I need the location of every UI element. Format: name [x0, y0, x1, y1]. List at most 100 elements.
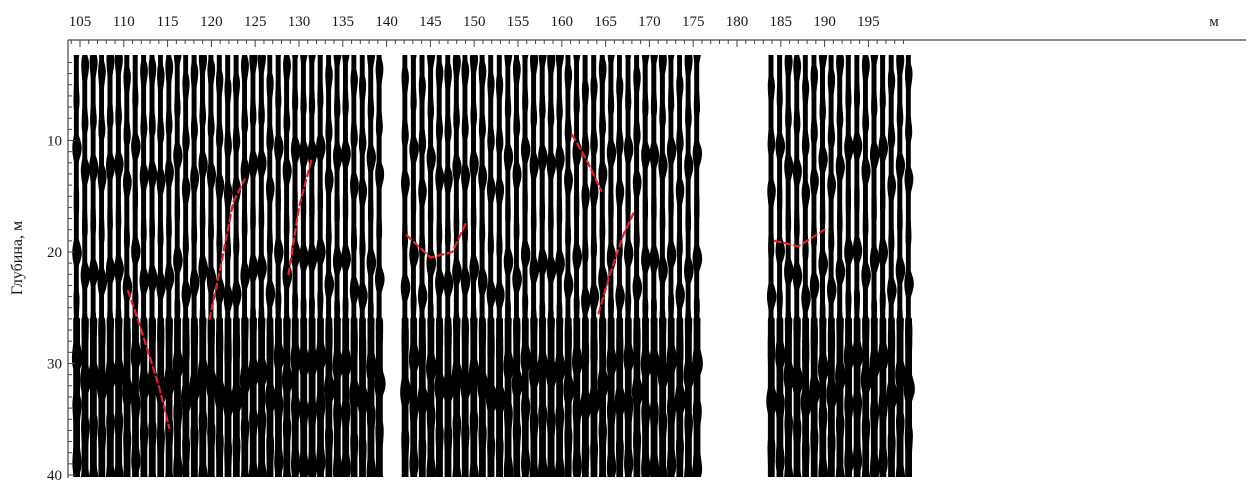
x-tick-label: 195 [857, 14, 880, 30]
seismic-trace [223, 55, 235, 477]
seismic-trace [589, 55, 601, 477]
seismic-trace [666, 55, 678, 477]
horizon-line [773, 228, 826, 248]
seismic-trace [546, 55, 558, 477]
x-tick-label: 165 [594, 14, 617, 30]
seismic-trace [800, 55, 812, 477]
seismic-trace [631, 55, 644, 477]
x-tick-label: 130 [288, 14, 311, 30]
horizon-line [208, 178, 246, 320]
seismic-trace [783, 55, 795, 477]
horizon-line [287, 156, 314, 276]
seismic-trace [477, 55, 489, 477]
x-tick-label: 190 [813, 14, 836, 30]
seismic-trace [572, 55, 583, 477]
seismic-trace [486, 55, 498, 477]
x-tick-label: 125 [244, 14, 267, 30]
seismic-trace [290, 55, 302, 477]
seismic-trace [826, 55, 838, 477]
seismic-trace [332, 55, 344, 477]
seismic-trace [903, 55, 915, 477]
seismic-trace [869, 55, 881, 477]
seismic-trace [71, 55, 83, 477]
seismic-trace [809, 55, 821, 477]
y-tick-label: 10 [47, 134, 62, 150]
seismic-trace [451, 55, 463, 477]
seismic-trace [323, 55, 336, 477]
horizon-line [405, 223, 467, 259]
x-tick-label: 185 [770, 14, 793, 30]
seismic-trace [181, 55, 193, 477]
seismic-trace [503, 55, 515, 477]
seismic-trace [206, 55, 218, 477]
x-tick-label: 140 [375, 14, 398, 30]
seismic-trace [138, 55, 151, 477]
seismic-trace [239, 55, 251, 477]
seismic-trace [172, 55, 184, 477]
seismic-trace [683, 55, 695, 477]
x-tick-label: 120 [200, 14, 223, 30]
seismic-trace [692, 55, 703, 477]
seismic-trace [852, 55, 863, 477]
x-tick-label: 150 [463, 14, 486, 30]
seismic-trace [860, 55, 872, 477]
x-unit-label: м [1209, 14, 1219, 30]
y-axis-title: Глубина, м [9, 221, 26, 295]
seismic-trace [400, 55, 412, 477]
seismic-trace [597, 55, 609, 477]
seismic-trace [520, 55, 532, 477]
seismic-trace [315, 55, 327, 477]
seismic-trace [80, 55, 92, 477]
seismic-trace [640, 55, 652, 477]
seismic-trace [96, 55, 108, 477]
seismic-trace [113, 55, 125, 477]
x-tick-label: 145 [419, 14, 442, 30]
seismic-trace [895, 55, 907, 477]
seismic-trace [529, 55, 540, 477]
seismic-trace [563, 55, 575, 477]
seismic-trace [843, 55, 855, 477]
y-tick-label: 30 [47, 357, 62, 373]
seismic-trace [606, 55, 617, 477]
seismic-trace [434, 55, 446, 477]
seismic-trace [580, 55, 592, 477]
seismic-trace [349, 55, 361, 477]
seismic-trace [256, 55, 268, 477]
seismic-trace [105, 55, 117, 477]
x-tick-label: 135 [332, 14, 355, 30]
x-tick-label: 110 [113, 14, 135, 30]
seismic-trace [298, 55, 310, 477]
seismic-trace [155, 55, 167, 477]
x-tick-label: 105 [69, 14, 92, 30]
trace-group [71, 55, 915, 477]
seismic-trace [443, 55, 455, 477]
seismic-trace [818, 55, 829, 477]
seismic-trace [273, 55, 285, 477]
seismic-trace [674, 55, 686, 477]
horizon-line [571, 133, 603, 192]
x-tick-label: 115 [157, 14, 179, 30]
seismic-trace [374, 55, 386, 477]
seismic-trace [366, 55, 377, 477]
axes-group: 105 110 115 120 125 130 135 140 145 150 155 160 165 1… [47, 14, 1246, 481]
seismic-trace [494, 55, 506, 477]
seismic-trace [460, 55, 472, 477]
horizon-line [597, 211, 635, 315]
seismic-trace [340, 55, 352, 477]
seismic-trace [537, 55, 549, 477]
seismic-trace [623, 55, 635, 477]
seismic-trace [281, 55, 293, 477]
horizon-group [127, 133, 826, 430]
seismic-trace [511, 55, 523, 477]
seismic-trace [231, 55, 243, 477]
seismic-trace [409, 55, 420, 477]
seismic-trace [357, 55, 369, 477]
seismic-trace [307, 55, 318, 477]
seismic-trace [554, 55, 566, 477]
y-tick-label: 20 [47, 245, 62, 261]
seismic-trace [886, 55, 898, 477]
seismic-trace [614, 55, 626, 477]
y-tick-label: 40 [47, 468, 62, 481]
seismic-trace [649, 55, 660, 477]
x-tick-label: 175 [682, 14, 705, 30]
